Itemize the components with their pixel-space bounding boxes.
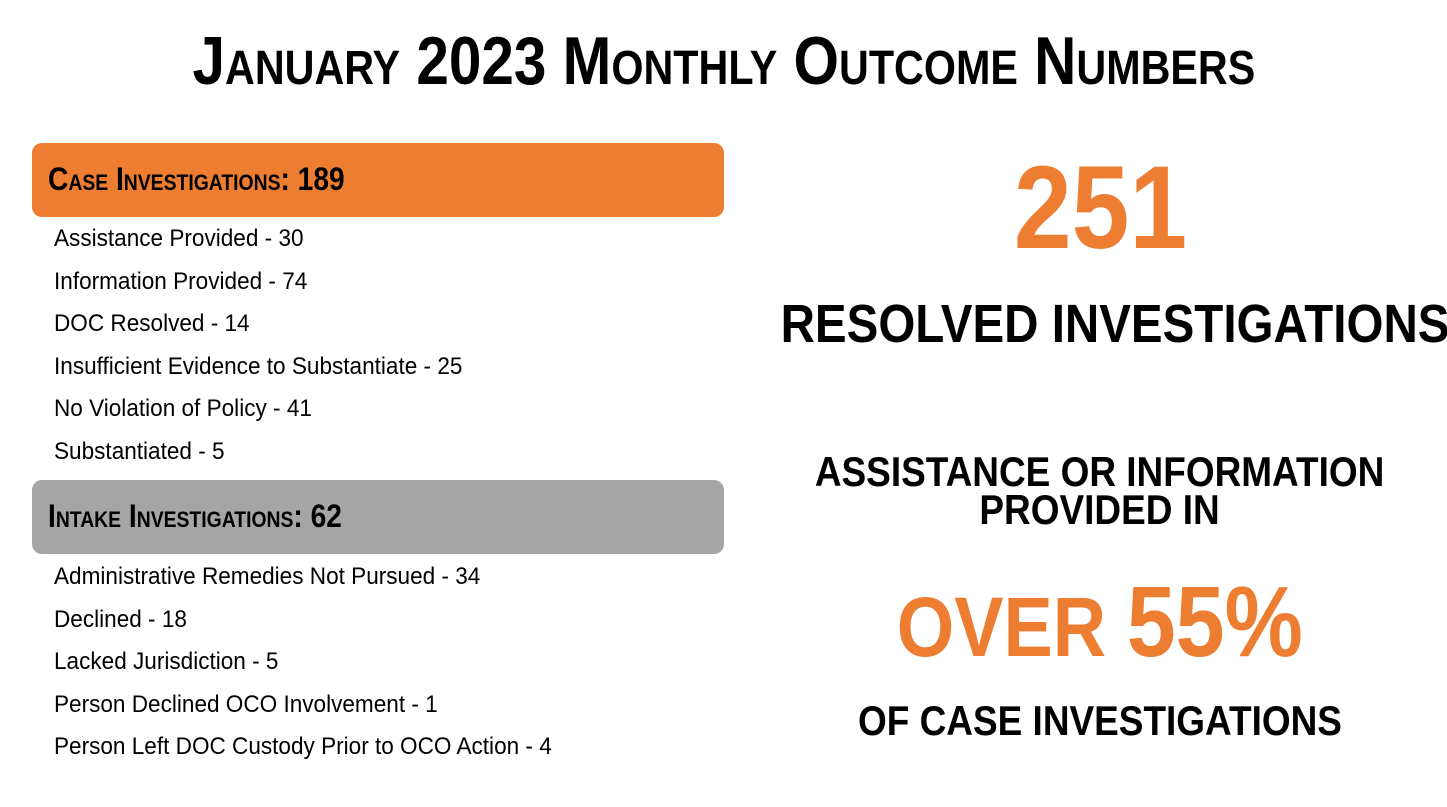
- list-item-text: Person Declined OCO Involvement - 1: [54, 690, 438, 718]
- list-item: Assistance Provided - 30: [54, 218, 489, 261]
- list-item: Declined - 18: [54, 599, 584, 642]
- resolved-total-text: 251: [1013, 142, 1187, 274]
- list-item-text: Person Left DOC Custody Prior to OCO Act…: [54, 733, 552, 761]
- intake-investigations-label: Intake Investigations: 62: [48, 498, 342, 534]
- assist-line-1-text: ASSISTANCE OR INFORMATION: [815, 448, 1385, 495]
- list-item: Lacked Jurisdiction - 5: [54, 641, 584, 684]
- list-item: Person Declined OCO Involvement - 1: [54, 684, 584, 727]
- list-item-text: Assistance Provided - 30: [54, 225, 304, 252]
- assist-line-1: ASSISTANCE OR INFORMATION: [735, 448, 1447, 495]
- case-investigations-header: Case Investigations: 189: [32, 143, 724, 217]
- list-item: Insufficient Evidence to Substantiate - …: [54, 346, 489, 389]
- case-investigations-label: Case Investigations: 189: [48, 161, 345, 197]
- list-item: DOC Resolved - 14: [54, 303, 489, 346]
- list-item: Person Left DOC Custody Prior to OCO Act…: [54, 726, 584, 769]
- list-item-text: Lacked Jurisdiction - 5: [54, 648, 279, 676]
- over-word: OVER: [896, 580, 1107, 674]
- over-percentage-text: OVER 55%: [897, 565, 1303, 680]
- intake-investigations-list: Administrative Remedies Not Pursued - 34…: [54, 556, 584, 769]
- list-item: Administrative Remedies Not Pursued - 34: [54, 556, 584, 599]
- list-item-text: Insufficient Evidence to Substantiate - …: [54, 352, 463, 380]
- over-percentage: OVER 55%: [735, 565, 1447, 680]
- list-item-text: No Violation of Policy - 41: [54, 395, 312, 423]
- case-investigations-list: Assistance Provided - 30 Information Pro…: [54, 218, 489, 474]
- list-item: Substantiated - 5: [54, 431, 489, 474]
- list-item-text: DOC Resolved - 14: [54, 310, 250, 338]
- resolved-label: RESOLVED INVESTIGATIONS: [735, 293, 1447, 355]
- of-case-label-text: OF CASE INVESTIGATIONS: [858, 697, 1342, 744]
- page-title: January 2023 Monthly Outcome Numbers: [0, 22, 1447, 100]
- list-item-text: Declined - 18: [54, 605, 187, 633]
- assist-line-2: PROVIDED IN: [735, 486, 1447, 533]
- of-case-label: OF CASE INVESTIGATIONS: [735, 697, 1447, 745]
- list-item: Information Provided - 74: [54, 261, 489, 304]
- resolved-label-text: RESOLVED INVESTIGATIONS: [780, 294, 1447, 354]
- percentage-value: 55%: [1126, 566, 1304, 678]
- list-item-text: Substantiated - 5: [54, 437, 225, 465]
- assist-line-2-text: PROVIDED IN: [979, 486, 1221, 533]
- resolved-total: 251: [735, 140, 1447, 276]
- list-item-text: Administrative Remedies Not Pursued - 34: [54, 563, 481, 590]
- page-title-text: January 2023 Monthly Outcome Numbers: [192, 23, 1255, 99]
- list-item-text: Information Provided - 74: [54, 267, 308, 295]
- intake-investigations-header: Intake Investigations: 62: [32, 480, 724, 554]
- list-item: No Violation of Policy - 41: [54, 388, 489, 431]
